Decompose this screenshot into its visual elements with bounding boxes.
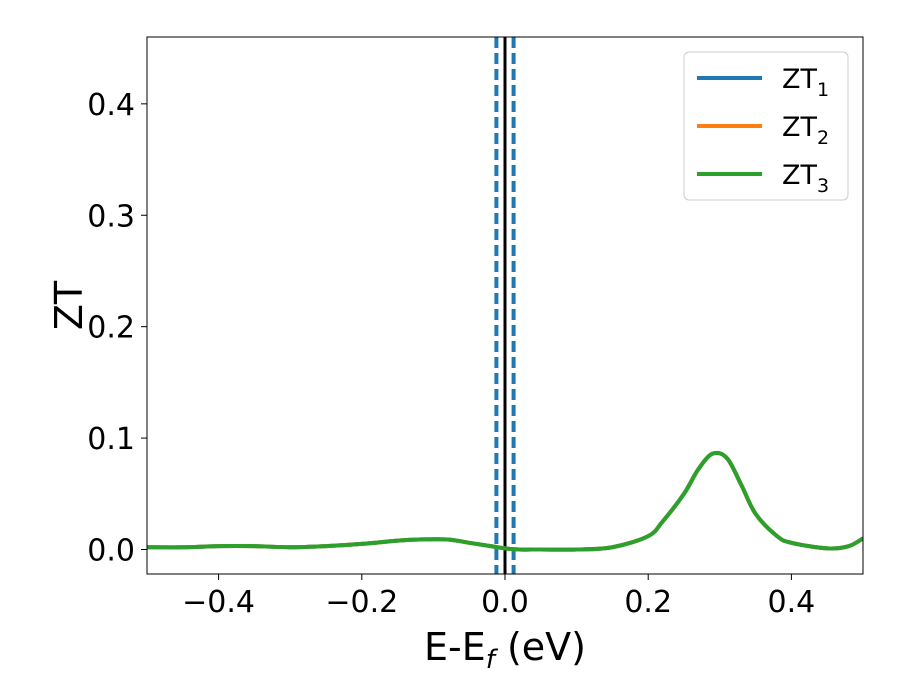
y-tick-label: 0.0 [87, 533, 135, 568]
x-axis-title: E-Ef (eV) [424, 625, 586, 675]
x-axis-ticks: −0.4 −0.2 0.0 0.2 0.4 [182, 574, 815, 620]
legend: ZT1 ZT2 ZT3 [683, 51, 849, 201]
series-line-zt3 [147, 450, 863, 552]
legend-label-zt2: ZT2 [782, 112, 829, 149]
y-tick-label: 0.3 [87, 199, 135, 234]
x-tick-label: 0.0 [481, 585, 529, 620]
reference-lines [494, 37, 516, 574]
x-tick-label: 0.4 [768, 585, 816, 620]
series-lines [147, 450, 863, 552]
legend-label-zt3: ZT3 [782, 160, 829, 197]
legend-box [683, 51, 849, 201]
legend-label-zt1: ZT1 [782, 64, 829, 101]
y-axis-ticks: 0.0 0.1 0.2 0.3 0.4 [87, 88, 147, 568]
x-tick-label: −0.2 [325, 585, 398, 620]
x-tick-label: 0.2 [624, 585, 672, 620]
x-tick-label: −0.4 [182, 585, 255, 620]
y-tick-label: 0.2 [87, 311, 135, 346]
y-tick-label: 0.1 [87, 422, 135, 457]
y-axis-title: ZT [47, 280, 91, 330]
y-tick-label: 0.4 [87, 88, 135, 123]
